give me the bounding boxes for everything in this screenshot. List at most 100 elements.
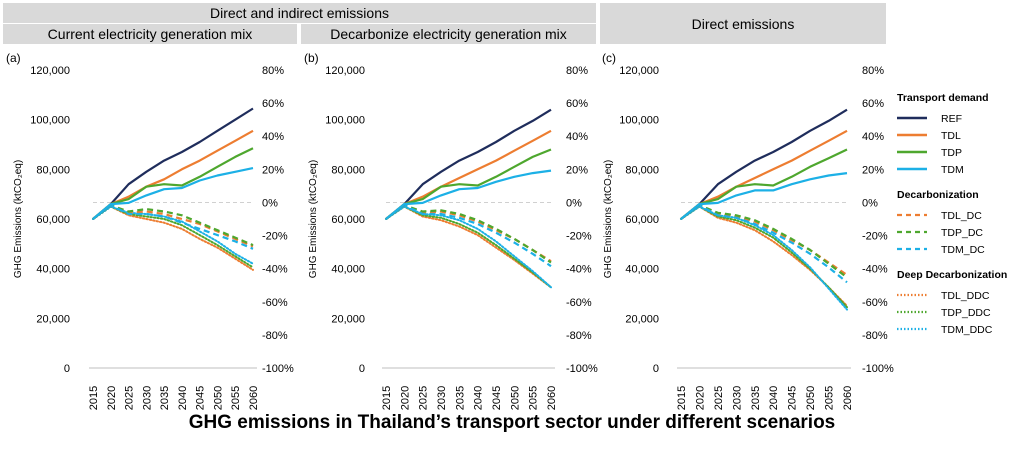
series-line-tdm-dc <box>680 204 848 284</box>
series-line-tdm-dc <box>92 204 254 250</box>
x-tick-label: 2025 <box>713 386 725 410</box>
x-tick-label: 2020 <box>399 386 411 410</box>
legend-item-label: REF <box>941 113 962 125</box>
y2-tick-label: -40% <box>566 264 592 276</box>
legend-item-label: TDL <box>941 130 961 142</box>
series-line-tdl-dc <box>385 204 552 263</box>
legend-group-title: Transport demand <box>897 92 989 104</box>
y2-tick-label: -100% <box>262 363 294 375</box>
y-tick-label: 0 <box>64 363 70 375</box>
series-line-tdm <box>385 169 552 220</box>
x-tick-label: 2030 <box>436 386 448 410</box>
figure-title: GHG emissions in Thailand’s transport se… <box>188 412 836 433</box>
series-line-ref <box>680 108 848 220</box>
series-line-tdm-ddc <box>680 205 848 311</box>
series-line-tdm <box>92 167 254 220</box>
y-tick-label: 40,000 <box>331 264 365 276</box>
x-tick-label: 2055 <box>824 386 836 410</box>
y2-tick-label: 60% <box>566 98 588 110</box>
series-line-tdp-ddc <box>680 205 848 309</box>
y-tick-label: 80,000 <box>36 164 70 176</box>
series-line-tdl-ddc <box>680 205 848 307</box>
y-tick-label: 40,000 <box>36 264 70 276</box>
series-line-tdp <box>92 147 254 220</box>
y2-tick-label: -80% <box>862 330 888 342</box>
x-tick-label: 2050 <box>805 386 817 410</box>
legend-item-label: TDP <box>941 147 962 159</box>
charts-canvas: (a) GHG Emissions (ktCO₂eq) 0 20,000 40,000 6… <box>6 51 1007 410</box>
header-direct: Direct emissions <box>600 3 886 44</box>
series-line-tdp-dc <box>385 204 552 264</box>
series-line-tdp <box>680 148 848 220</box>
legend-item-label: TDM <box>941 164 964 176</box>
series-line-tdl-dc <box>680 204 848 276</box>
x-tick-label: 2015 <box>88 386 100 410</box>
legend-group-title: Decarbonization <box>897 189 979 201</box>
y2-tick-label: 80% <box>566 65 588 77</box>
x-tick-label: 2025 <box>124 386 136 410</box>
series-line-tdm-dc <box>385 204 552 268</box>
x-tick-label: 2055 <box>230 386 242 410</box>
legend-item-label: TDP_DDC <box>941 307 991 319</box>
x-tick-label: 2015 <box>676 386 688 410</box>
series-line-tdp <box>385 148 552 220</box>
y2-tick-label: -60% <box>566 297 592 309</box>
y2-tick-label: -80% <box>262 330 288 342</box>
y-tick-label: 120,000 <box>325 65 365 77</box>
panel-label: (b) <box>304 51 319 65</box>
y2-tick-label: -60% <box>862 297 888 309</box>
panel-label: (a) <box>6 51 21 65</box>
y2-tick-label: 80% <box>262 65 284 77</box>
series-line-tdp-dc <box>680 204 848 279</box>
y-tick-label: 0 <box>653 363 659 375</box>
y2-tick-label: 40% <box>262 131 284 143</box>
x-tick-label: 2050 <box>509 386 521 410</box>
x-tick-label: 2045 <box>195 386 207 410</box>
series-line-tdl <box>680 129 848 220</box>
legend-item-label: TDL_DC <box>941 210 982 222</box>
y2-tick-label: -100% <box>862 363 894 375</box>
panel-label: (c) <box>602 51 616 65</box>
series-line-tdm <box>680 172 848 220</box>
y2-tick-label: 20% <box>566 164 588 176</box>
x-tick-label: 2035 <box>159 386 171 410</box>
y2-tick-label: 60% <box>862 98 884 110</box>
y-tick-label: 120,000 <box>30 65 70 77</box>
x-tick-label: 2035 <box>454 386 466 410</box>
series-line-tdl <box>385 129 552 220</box>
y2-tick-label: -100% <box>566 363 598 375</box>
x-tick-label: 2040 <box>768 386 780 410</box>
series-line-ref <box>92 107 254 220</box>
y-tick-label: 100,000 <box>30 115 70 127</box>
x-tick-label: 2020 <box>106 386 118 410</box>
y2-tick-label: -80% <box>566 330 592 342</box>
x-tick-label: 2015 <box>381 386 393 410</box>
header-direct-indirect: Direct and indirect emissions <box>3 3 596 23</box>
y-tick-label: 80,000 <box>331 164 365 176</box>
series-line-tdp-dc <box>92 204 254 247</box>
y-tick-label: 40,000 <box>625 264 659 276</box>
y2-tick-label: 0% <box>862 197 878 209</box>
y-axis-label: GHG Emissions (ktCO₂eq) <box>308 160 319 278</box>
x-tick-label: 2025 <box>418 386 430 410</box>
y-axis-label: GHG Emissions (ktCO₂eq) <box>603 160 614 278</box>
x-tick-label: 2040 <box>177 386 189 410</box>
x-tick-label: 2030 <box>731 386 743 410</box>
series-line-tdp-ddc <box>92 205 254 269</box>
y-tick-label: 60,000 <box>331 214 365 226</box>
legend-group-title: Deep Decarbonization <box>897 269 1007 281</box>
y-tick-label: 100,000 <box>619 115 659 127</box>
x-tick-label: 2060 <box>546 386 558 410</box>
series-line-tdl-ddc <box>92 205 254 271</box>
series-line-ref <box>385 108 552 220</box>
x-tick-label: 2020 <box>694 386 706 410</box>
y2-tick-label: -20% <box>862 231 888 243</box>
y-tick-label: 20,000 <box>625 313 659 325</box>
x-tick-label: 2050 <box>212 386 224 410</box>
y2-tick-label: 20% <box>262 164 284 176</box>
legend-item-label: TDM_DC <box>941 244 985 256</box>
y-axis-label: GHG Emissions (ktCO₂eq) <box>13 160 24 278</box>
y-tick-label: 20,000 <box>331 313 365 325</box>
y2-tick-label: 60% <box>262 98 284 110</box>
series-line-tdl <box>92 129 254 220</box>
